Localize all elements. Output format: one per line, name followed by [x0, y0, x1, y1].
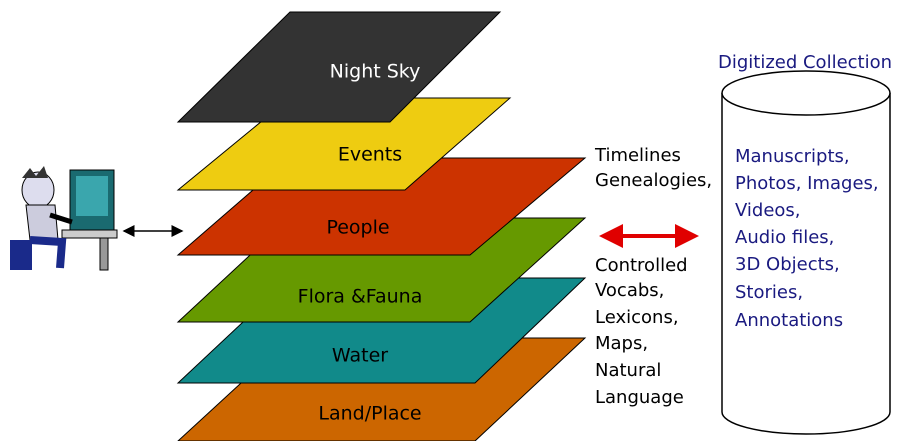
note-text: Timelines	[594, 145, 681, 166]
layer-label: Night Sky	[330, 61, 421, 83]
layer-label: People	[326, 217, 389, 239]
collection-item: Manuscripts,	[735, 146, 850, 167]
note-text: Language	[595, 387, 684, 408]
layer-label: Flora &Fauna	[298, 286, 423, 308]
collection-item: Photos, Images,	[735, 173, 879, 194]
layer-label: Land/Place	[318, 403, 421, 425]
layer-stack: Land/Place Water Flora &Fauna People Eve…	[178, 12, 585, 441]
collection-item: 3D Objects,	[735, 254, 840, 275]
layer-label: Water	[332, 345, 388, 367]
diagram: Land/Place Water Flora &Fauna People Eve…	[0, 0, 900, 441]
note-text: Controlled	[595, 255, 688, 276]
collection-item: Videos,	[735, 200, 801, 221]
note-text: Maps,	[595, 333, 648, 354]
note-text: Natural	[595, 360, 661, 381]
layer-label: Events	[338, 144, 402, 166]
collection-cylinder	[722, 71, 890, 434]
collection-title: Digitized Collection	[718, 52, 892, 73]
collection-item: Annotations	[735, 310, 843, 331]
note-text: Lexicons,	[595, 307, 679, 328]
note-text: Vocabs,	[595, 280, 664, 301]
collection-item: Audio files,	[735, 227, 834, 248]
collection-item: Stories,	[735, 282, 803, 303]
note-text: Genealogies,	[595, 170, 712, 191]
user-icon	[10, 166, 117, 270]
